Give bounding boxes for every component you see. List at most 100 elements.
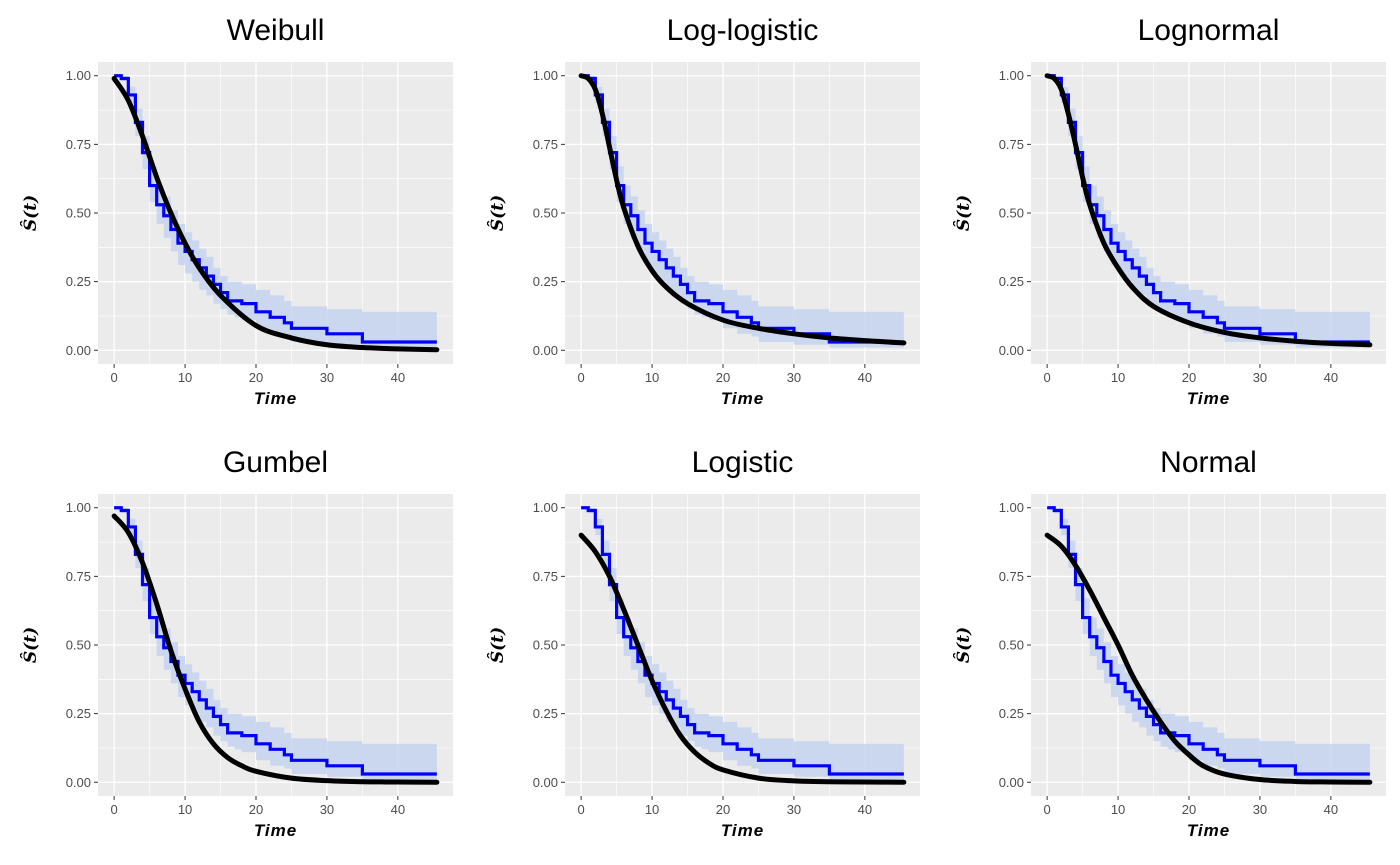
x-tick-label: 40 — [391, 370, 405, 385]
y-tick-label: 0.50 — [533, 638, 558, 653]
plot-data — [111, 506, 440, 785]
x-tick-label: 10 — [645, 370, 659, 385]
y-tick-label: 0.00 — [66, 775, 91, 790]
y-axis-label: Ŝ(t) — [487, 627, 508, 663]
panel-1: Log-logistic 0 10 20 30 40 0.00 0.25 0.50 0.75 1.0… — [487, 14, 920, 408]
y-tick-label: 0.25 — [999, 706, 1024, 721]
x-axis-label: Time — [721, 821, 764, 840]
y-tick-label: 1.00 — [533, 500, 558, 515]
x-tick-label: 40 — [858, 370, 872, 385]
y-axis-label: Ŝ(t) — [487, 195, 508, 231]
y-tick-label: 0.75 — [999, 137, 1024, 152]
x-tick-label: 0 — [1044, 802, 1051, 817]
plot-data — [578, 506, 907, 785]
y-tick-label: 1.00 — [999, 68, 1024, 83]
x-tick-label: 40 — [1324, 802, 1338, 817]
y-tick-label: 0.50 — [533, 206, 558, 221]
y-tick-label: 0.50 — [66, 206, 91, 221]
x-tick-label: 10 — [178, 802, 192, 817]
panel-3: Gumbel 0 10 20 30 40 0.00 0.25 0.50 0.75 1.00 Time Ŝ… — [20, 446, 453, 840]
y-tick-label: 0.50 — [66, 638, 91, 653]
y-tick-label: 0.75 — [66, 569, 91, 584]
km-confidence-band — [581, 507, 904, 780]
y-tick-label: 0.25 — [66, 274, 91, 289]
panel-title: Weibull — [227, 14, 325, 47]
x-tick-label: 20 — [1182, 370, 1196, 385]
x-tick-label: 30 — [787, 802, 801, 817]
y-tick-label: 0.50 — [999, 206, 1024, 221]
plot-data — [1044, 73, 1373, 348]
panel-2: Lognormal 0 10 20 30 40 0.00 0.25 0.50 0.75 1.00 Ti… — [953, 14, 1386, 408]
x-tick-label: 30 — [1253, 370, 1267, 385]
x-tick-label: 40 — [1324, 370, 1338, 385]
x-tick-label: 10 — [645, 802, 659, 817]
x-tick-label: 0 — [111, 802, 118, 817]
y-tick-label: 1.00 — [66, 68, 91, 83]
km-survival-curve — [1047, 506, 1370, 776]
panel-5: Normal 0 10 20 30 40 0.00 0.25 0.50 0.75 1.00 Time Ŝ… — [953, 446, 1386, 840]
x-tick-label: 20 — [716, 802, 730, 817]
panel-title: Gumbel — [223, 446, 328, 479]
y-tick-label: 0.75 — [66, 137, 91, 152]
fitted-survival-curve — [1044, 532, 1373, 785]
y-tick-label: 0.00 — [999, 343, 1024, 358]
y-tick-label: 0.75 — [533, 569, 558, 584]
fitted-survival-curve — [111, 513, 440, 785]
fitted-survival-curve — [578, 532, 907, 785]
x-tick-label: 40 — [391, 802, 405, 817]
x-tick-label: 0 — [111, 370, 118, 385]
x-axis-label: Time — [254, 821, 297, 840]
x-tick-label: 20 — [249, 802, 263, 817]
x-tick-label: 20 — [716, 370, 730, 385]
y-tick-label: 1.00 — [999, 500, 1024, 515]
x-tick-label: 10 — [178, 370, 192, 385]
y-tick-label: 0.75 — [533, 137, 558, 152]
y-tick-label: 1.00 — [66, 500, 91, 515]
panel-0: Weibull 0 10 20 30 40 0.00 0.25 0.50 0.75 1.00 Time… — [20, 14, 453, 408]
km-confidence-band — [114, 75, 437, 348]
y-tick-label: 0.75 — [999, 569, 1024, 584]
y-tick-label: 0.00 — [999, 775, 1024, 790]
plot-data — [1044, 506, 1373, 785]
panel-title: Lognormal — [1138, 14, 1280, 47]
y-axis-label: Ŝ(t) — [953, 195, 974, 231]
x-axis-label: Time — [254, 389, 297, 408]
x-tick-label: 0 — [578, 802, 585, 817]
panel-4: Logistic 0 10 20 30 40 0.00 0.25 0.50 0.75 1.00 Tim… — [487, 446, 920, 840]
x-tick-label: 10 — [1111, 802, 1125, 817]
x-tick-label: 0 — [578, 370, 585, 385]
y-tick-label: 0.25 — [999, 274, 1024, 289]
plot-data — [578, 73, 907, 348]
panel-title: Normal — [1160, 446, 1257, 479]
x-axis-label: Time — [721, 389, 764, 408]
y-tick-label: 0.00 — [66, 343, 91, 358]
x-tick-label: 30 — [320, 370, 334, 385]
y-tick-label: 0.25 — [66, 706, 91, 721]
x-tick-label: 20 — [1182, 802, 1196, 817]
y-tick-label: 0.50 — [999, 638, 1024, 653]
y-tick-label: 0.00 — [533, 775, 558, 790]
panel-title: Log-logistic — [667, 14, 819, 47]
plot-data — [111, 74, 440, 353]
x-tick-label: 10 — [1111, 370, 1125, 385]
x-tick-label: 30 — [787, 370, 801, 385]
y-axis-label: Ŝ(t) — [953, 627, 974, 663]
x-tick-label: 30 — [320, 802, 334, 817]
y-axis-label: Ŝ(t) — [20, 195, 41, 231]
x-tick-label: 30 — [1253, 802, 1267, 817]
x-axis-label: Time — [1187, 389, 1230, 408]
km-survival-curve — [581, 506, 904, 776]
y-tick-label: 1.00 — [533, 68, 558, 83]
y-tick-label: 0.25 — [533, 274, 558, 289]
km-survival-curve — [581, 74, 904, 344]
km-confidence-band — [1047, 507, 1370, 780]
y-tick-label: 0.00 — [533, 343, 558, 358]
km-survival-curve — [1047, 74, 1370, 344]
y-axis-label: Ŝ(t) — [20, 627, 41, 663]
x-tick-label: 20 — [249, 370, 263, 385]
fitted-survival-curve — [1044, 73, 1373, 348]
y-tick-label: 0.25 — [533, 706, 558, 721]
panel-title: Logistic — [692, 446, 794, 479]
fitted-survival-curve — [578, 73, 907, 346]
